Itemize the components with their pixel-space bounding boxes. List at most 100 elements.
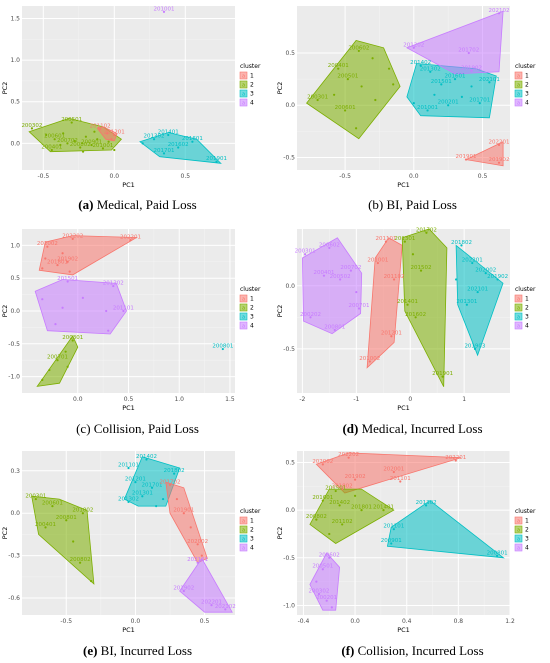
cluster-2-point bbox=[79, 146, 82, 149]
point-label: 202101 bbox=[187, 557, 208, 563]
point-label: 201901 bbox=[432, 371, 453, 377]
cluster-1-point bbox=[200, 554, 203, 557]
cluster-3-point bbox=[426, 109, 429, 112]
legend-label-3: 3 bbox=[525, 314, 529, 321]
point-label: 200301 bbox=[62, 335, 83, 341]
point-label: 201002 bbox=[72, 508, 93, 514]
point-label: 201102 bbox=[332, 519, 353, 525]
x-axis-title: PC1 bbox=[397, 626, 410, 634]
caption-b: (b) BI, Paid Loss bbox=[275, 197, 550, 213]
caption-text: Medical, Incurred Loss bbox=[361, 421, 483, 436]
point-label: 200601 bbox=[335, 105, 356, 111]
point-label: 201201 bbox=[125, 477, 146, 483]
cluster-4-point bbox=[321, 568, 324, 571]
caption-text: Collision, Paid Loss bbox=[93, 421, 199, 436]
x-axis-title: PC1 bbox=[122, 626, 135, 634]
cluster-3-point bbox=[473, 347, 477, 350]
point-label: 201801 bbox=[47, 260, 68, 266]
x-tick-label: 0.0 bbox=[73, 396, 83, 403]
cluster-2-point bbox=[64, 350, 67, 353]
cluster-3-point bbox=[127, 500, 130, 503]
point-label: 201602 bbox=[405, 312, 426, 318]
point-label: 201901 bbox=[456, 154, 477, 160]
y-tick-label: 0.0 bbox=[10, 510, 20, 517]
y-tick-label: 0.5 bbox=[285, 50, 295, 57]
legend-title: cluster bbox=[240, 63, 261, 70]
caption-letter: (d) bbox=[342, 421, 359, 436]
cluster-1-point bbox=[464, 158, 468, 161]
cluster-2-point bbox=[34, 497, 37, 501]
cluster-2-point bbox=[73, 139, 76, 142]
cluster-2-point bbox=[374, 98, 377, 102]
legend-label-3: 3 bbox=[250, 536, 254, 543]
caption-text: BI, Incurred Loss bbox=[100, 643, 193, 658]
cluster-2-point bbox=[45, 133, 48, 137]
cluster-3-point bbox=[141, 142, 144, 145]
legend-key-glyph: a bbox=[242, 314, 245, 320]
point-label: 201602 bbox=[168, 142, 189, 148]
cluster-2-hull bbox=[309, 488, 395, 544]
y-tick-label: -0.5 bbox=[283, 346, 295, 353]
point-label: 201101 bbox=[383, 524, 404, 530]
point-label: 201401 bbox=[397, 299, 418, 305]
cluster-2-point bbox=[371, 57, 374, 60]
y-tick-label: 0.5 bbox=[10, 275, 20, 282]
point-label: 202201 bbox=[201, 600, 222, 606]
point-label: 202201 bbox=[120, 235, 141, 241]
legend-label-1: 1 bbox=[250, 518, 254, 525]
chart-svg: -0.4 0.0 0.4 0.8 1.2 -1.0 -0.5 0.0 0.5 202202 2022… bbox=[276, 451, 536, 634]
cluster-2-point bbox=[406, 303, 409, 306]
legend-key-4 bbox=[514, 543, 523, 552]
cluster-4-point bbox=[412, 46, 415, 49]
point-label: 201101 bbox=[113, 306, 134, 312]
cluster-4-hull bbox=[34, 279, 127, 335]
y-axis-title: PC2 bbox=[1, 527, 9, 540]
point-label: 200602 bbox=[319, 552, 340, 558]
legend-label-4: 4 bbox=[250, 100, 254, 107]
cluster-4-point bbox=[81, 296, 84, 299]
cluster-2-point bbox=[90, 579, 93, 583]
point-label: 201901 bbox=[206, 156, 227, 162]
cluster-3-hull bbox=[406, 63, 497, 119]
point-label: 202002 bbox=[312, 459, 333, 465]
x-tick-label: 0.0 bbox=[110, 173, 120, 180]
cluster-2-point bbox=[316, 98, 319, 102]
panel-collision-paid: 0.0 0.5 1.0 1.5 -1.0 -0.5 0.0 0.5 1.0 202201 20220… bbox=[0, 223, 275, 418]
cluster-1-point bbox=[168, 483, 172, 487]
cluster-3-point bbox=[453, 78, 457, 81]
cluster-4-point bbox=[339, 278, 342, 281]
cluster-3-hull bbox=[386, 500, 505, 559]
cluster-2-point bbox=[333, 93, 336, 96]
legend-title: cluster bbox=[515, 508, 536, 515]
point-label: 201302 bbox=[103, 281, 124, 287]
y-tick-label: -0.5 bbox=[8, 341, 20, 348]
point-label: 200301 bbox=[25, 494, 46, 500]
cluster-3-point bbox=[162, 152, 166, 155]
legend-label-2: 2 bbox=[525, 527, 529, 534]
cluster-3-point bbox=[488, 81, 491, 84]
point-label: 200801 bbox=[487, 550, 508, 556]
cluster-4-hull bbox=[301, 237, 363, 335]
legend-key-4 bbox=[514, 321, 523, 330]
y-tick-label: -0.5 bbox=[283, 555, 295, 562]
point-label: 201301 bbox=[394, 236, 415, 242]
point-label: 200802 bbox=[70, 557, 91, 563]
cluster-4-point bbox=[333, 328, 336, 332]
x-axis-title: PC1 bbox=[397, 181, 410, 189]
legend-title: cluster bbox=[515, 63, 536, 70]
cluster-3-point bbox=[134, 481, 137, 484]
cluster-3-point bbox=[215, 160, 218, 163]
cluster-3-point bbox=[460, 244, 463, 247]
point-label: 201101 bbox=[375, 236, 396, 242]
point-label: 200802 bbox=[70, 142, 91, 148]
cluster-2-point bbox=[441, 375, 444, 378]
legend-key-3 bbox=[239, 312, 248, 321]
cluster-4-point bbox=[224, 608, 227, 611]
cluster-2-point bbox=[30, 127, 34, 130]
cluster-2-point bbox=[53, 138, 56, 141]
cluster-3-point bbox=[177, 146, 180, 149]
cluster-2-point bbox=[337, 67, 340, 70]
point-label: 202201 bbox=[445, 455, 466, 461]
legend-label-4: 4 bbox=[525, 545, 529, 552]
legend-key-1 bbox=[239, 294, 248, 303]
